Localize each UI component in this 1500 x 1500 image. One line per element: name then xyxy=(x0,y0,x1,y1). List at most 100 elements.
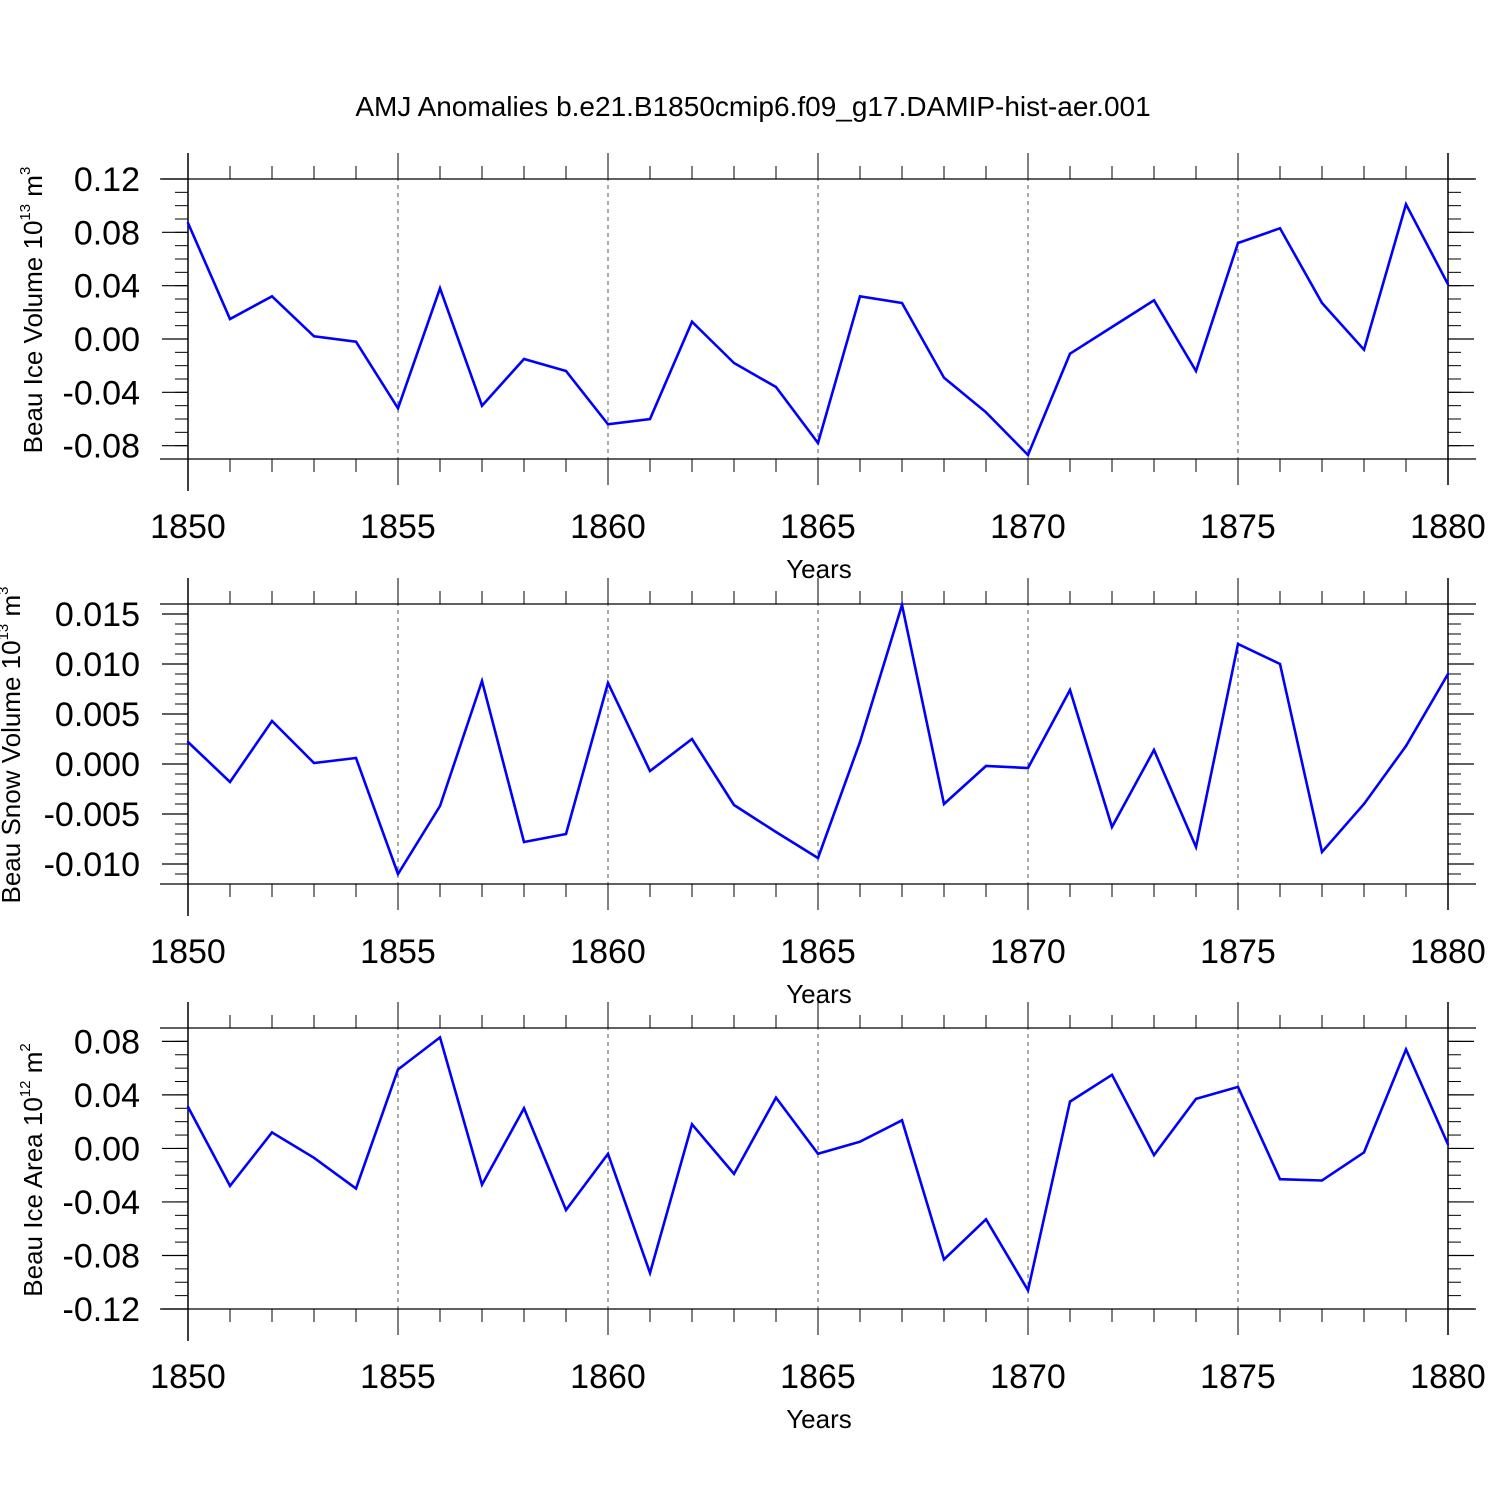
data-point xyxy=(1446,283,1450,286)
data-point xyxy=(606,423,610,426)
x-tick-label: 1855 xyxy=(360,1358,436,1396)
data-point xyxy=(774,830,778,834)
y-tick-label: 0.04 xyxy=(74,268,140,306)
data-point xyxy=(774,1096,778,1099)
data-point xyxy=(1320,1179,1324,1182)
data-point xyxy=(1236,642,1240,646)
data-point xyxy=(1110,1073,1114,1077)
data-point xyxy=(648,417,652,421)
y-tick-label: 0.015 xyxy=(55,596,140,634)
data-point xyxy=(690,320,694,323)
x-tick-label: 1875 xyxy=(1200,933,1276,971)
y-tick-label: -0.010 xyxy=(44,846,140,884)
chart-title: AMJ Anomalies b.e21.B1850cmip6.f09_g17.D… xyxy=(355,91,1150,122)
data-point xyxy=(228,317,232,321)
y-tick-label: -0.04 xyxy=(63,1184,141,1222)
data-point xyxy=(1110,825,1114,829)
y-tick-label: 0.12 xyxy=(74,161,140,199)
data-point xyxy=(312,761,316,765)
data-point xyxy=(732,803,736,807)
data-point xyxy=(732,1172,736,1176)
data-point xyxy=(270,295,274,298)
y-axis-label-part: Beau Ice Volume 10 xyxy=(18,221,48,454)
data-point xyxy=(438,804,442,808)
data-point xyxy=(690,1123,694,1126)
y-tick-label: 0.00 xyxy=(74,1130,140,1168)
x-tick-label: 1850 xyxy=(150,933,226,971)
data-point xyxy=(816,856,820,860)
x-axis-label: Years xyxy=(786,1404,852,1434)
data-point xyxy=(1404,744,1408,748)
data-point xyxy=(942,1258,946,1261)
data-point xyxy=(270,1131,274,1134)
data-point xyxy=(354,756,358,760)
data-point xyxy=(1362,1151,1366,1154)
data-point xyxy=(1446,1143,1450,1146)
data-point xyxy=(522,357,526,361)
data-point xyxy=(522,1107,526,1110)
y-tick-label: -0.08 xyxy=(63,428,141,466)
data-point xyxy=(1194,369,1198,373)
data-point xyxy=(900,301,904,305)
data-point xyxy=(1278,1178,1282,1181)
y-tick-label: 0.04 xyxy=(74,1077,140,1115)
data-point xyxy=(396,1068,400,1071)
data-point xyxy=(186,740,190,744)
data-point xyxy=(270,719,274,723)
data-point xyxy=(228,780,232,784)
data-point xyxy=(816,441,820,445)
data-point xyxy=(480,679,484,683)
data-point xyxy=(564,1208,568,1212)
data-point xyxy=(1404,1048,1408,1051)
y-tick-label: -0.04 xyxy=(63,374,141,412)
data-point xyxy=(1026,453,1030,457)
data-point xyxy=(942,802,946,806)
data-point xyxy=(984,1218,988,1221)
data-point xyxy=(1194,1097,1198,1101)
y-axis-label-part: m xyxy=(18,175,48,204)
y-tick-label: -0.005 xyxy=(44,796,140,834)
y-axis-label: Beau Ice Area 1012 m2 xyxy=(17,1043,48,1296)
y-axis-label-part: 13 xyxy=(17,204,34,221)
data-point xyxy=(1026,1289,1030,1292)
data-point xyxy=(858,740,862,744)
x-tick-label: 1870 xyxy=(990,1358,1066,1396)
data-point xyxy=(228,1184,232,1188)
y-tick-label: 0.010 xyxy=(55,646,140,684)
data-point xyxy=(1152,748,1156,752)
data-point xyxy=(1068,352,1072,355)
data-point xyxy=(1068,1100,1072,1103)
x-tick-label: 1860 xyxy=(570,508,646,546)
data-point xyxy=(1236,241,1240,245)
data-point xyxy=(1278,662,1282,666)
data-point xyxy=(732,361,736,365)
data-point xyxy=(606,1152,610,1155)
data-point xyxy=(648,1271,652,1275)
y-axis-label-part: Beau Snow Volume 10 xyxy=(0,640,26,903)
data-point xyxy=(354,1187,358,1190)
y-tick-label: 0.00 xyxy=(74,321,140,359)
x-tick-label: 1880 xyxy=(1410,1358,1486,1396)
data-point xyxy=(312,1156,316,1159)
x-tick-label: 1880 xyxy=(1410,933,1486,971)
x-axis-label: Years xyxy=(786,554,852,584)
data-point xyxy=(1152,1153,1156,1157)
x-tick-label: 1875 xyxy=(1200,508,1276,546)
data-point xyxy=(984,764,988,768)
y-tick-label: -0.12 xyxy=(63,1291,141,1329)
data-point xyxy=(1446,672,1450,676)
y-tick-label: 0.000 xyxy=(55,746,140,784)
x-tick-label: 1860 xyxy=(570,933,646,971)
data-point xyxy=(186,1105,190,1109)
x-tick-label: 1865 xyxy=(780,508,856,546)
x-tick-label: 1870 xyxy=(990,933,1066,971)
y-tick-label: 0.005 xyxy=(55,696,140,734)
data-point xyxy=(1152,299,1156,302)
x-tick-label: 1865 xyxy=(780,933,856,971)
data-point xyxy=(522,840,526,844)
data-point xyxy=(900,1119,904,1122)
data-point xyxy=(312,335,316,338)
data-point xyxy=(1362,802,1366,806)
data-point xyxy=(438,287,442,290)
